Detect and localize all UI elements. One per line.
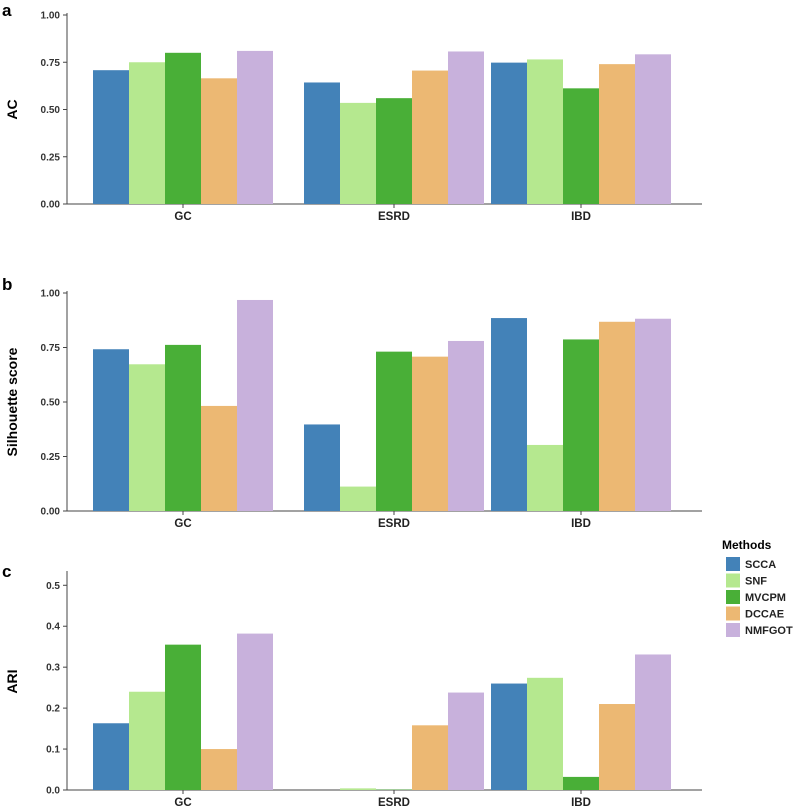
bar-c-ibd-snf: [527, 677, 563, 790]
y-tick-label-c: 0.4: [46, 622, 60, 633]
bar-a-gc-nmfgot: [237, 50, 273, 204]
bar-a-gc-dccae: [201, 78, 237, 204]
bar-c-gc-mvcpm: [165, 644, 201, 790]
bar-b-esrd-snf: [340, 486, 376, 511]
legend-swatch-mvcpm: [726, 590, 740, 604]
bar-c-gc-dccae: [201, 749, 237, 790]
y-tick-label-a: 1.00: [41, 11, 61, 22]
y-tick-label-c: 0.1: [46, 745, 60, 756]
bar-a-gc-mvcpm: [165, 52, 201, 204]
y-tick-label-c: 0.3: [46, 663, 60, 674]
bar-a-gc-snf: [129, 62, 165, 204]
bar-a-ibd-snf: [527, 59, 563, 204]
legend-swatch-nmfgot: [726, 623, 740, 637]
bar-b-esrd-dccae: [412, 356, 448, 511]
y-tick-label-a: 0.50: [41, 105, 61, 116]
bar-a-ibd-scca: [491, 62, 527, 205]
legend-label-scca: SCCA: [745, 559, 776, 571]
x-tick-label-c-ibd: IBD: [571, 797, 591, 809]
legend-label-snf: SNF: [745, 576, 767, 588]
bar-a-ibd-dccae: [599, 64, 635, 204]
bar-b-esrd-scca: [304, 424, 340, 511]
bar-b-esrd-nmfgot: [448, 340, 484, 511]
panel-b: b Silhouette score 0.00 0.25 0.50 0.75 1.00 GC E…: [2, 275, 702, 530]
bar-c-esrd-snf: [340, 788, 376, 790]
bar-b-gc-snf: [129, 364, 165, 511]
legend-label-mvcpm: MVCPM: [745, 592, 786, 604]
bar-b-gc-nmfgot: [237, 299, 273, 511]
x-tick-label-b-ibd: IBD: [571, 518, 591, 530]
y-tick-label-a: 0.00: [41, 200, 61, 211]
panel-a: a AC 0.00 0.25 0.50 0.75 1.00 GC ESRD IBD: [2, 1, 702, 223]
bar-c-esrd-dccae: [412, 725, 448, 790]
bar-c-ibd-dccae: [599, 704, 635, 790]
x-tick-label-b-esrd: ESRD: [378, 518, 410, 530]
bar-b-gc-dccae: [201, 405, 237, 511]
bar-c-gc-nmfgot: [237, 633, 273, 790]
x-tick-label-b-gc: GC: [174, 518, 191, 530]
legend-label-nmfgot: NMFGOT: [745, 625, 793, 637]
legend-swatch-scca: [726, 557, 740, 571]
bar-c-ibd-scca: [491, 683, 527, 790]
panel-label-a: a: [2, 1, 12, 20]
bar-a-ibd-nmfgot: [635, 54, 671, 205]
bar-a-esrd-scca: [304, 82, 340, 204]
bar-a-esrd-mvcpm: [376, 98, 412, 204]
panel-label-b: b: [2, 275, 12, 294]
bar-a-ibd-mvcpm: [563, 88, 599, 204]
bar-b-gc-mvcpm: [165, 344, 201, 511]
bar-b-ibd-snf: [527, 444, 563, 511]
y-axis-title-a: AC: [4, 99, 20, 119]
legend-label-dccae: DCCAE: [745, 609, 784, 621]
y-tick-label-c: 0.5: [46, 581, 60, 592]
bar-b-ibd-nmfgot: [635, 318, 671, 511]
panels-group: a AC 0.00 0.25 0.50 0.75 1.00 GC ESRD IBD b Silhoue…: [2, 1, 702, 809]
y-tick-label-b: 0.50: [41, 398, 61, 409]
x-tick-label-a-gc: GC: [174, 211, 191, 223]
legend-swatch-dccae: [726, 606, 740, 621]
y-tick-label-b: 0.75: [41, 343, 61, 354]
bar-a-esrd-dccae: [412, 70, 448, 204]
x-tick-label-a-esrd: ESRD: [378, 211, 410, 223]
bar-a-esrd-nmfgot: [448, 51, 484, 204]
bar-b-esrd-mvcpm: [376, 351, 412, 511]
bar-c-esrd-nmfgot: [448, 692, 484, 790]
panel-label-c: c: [2, 562, 11, 581]
bar-c-ibd-mvcpm: [563, 776, 599, 790]
bar-c-ibd-nmfgot: [635, 654, 671, 790]
x-tick-label-c-gc: GC: [174, 797, 191, 809]
y-axis-title-b: Silhouette score: [4, 347, 20, 456]
legend: Methods SCCA SNF MVCPM DCCAE NMFGOT: [722, 538, 793, 637]
y-tick-label-b: 0.00: [41, 507, 61, 518]
x-tick-label-a-ibd: IBD: [571, 211, 591, 223]
bar-c-gc-snf: [129, 691, 165, 790]
panel-c: c ARI 0.0 0.1 0.2 0.3 0.4 0.5 GC ESRD IBD: [2, 562, 702, 809]
bar-b-ibd-scca: [491, 318, 527, 511]
bar-b-ibd-mvcpm: [563, 339, 599, 511]
bar-b-gc-scca: [93, 349, 129, 511]
bar-b-ibd-dccae: [599, 321, 635, 511]
bar-c-gc-scca: [93, 723, 129, 790]
legend-swatch-snf: [726, 573, 740, 588]
y-tick-label-a: 0.75: [41, 58, 61, 69]
y-tick-label-b: 1.00: [41, 289, 61, 300]
y-tick-label-c: 0.0: [46, 786, 60, 797]
bar-a-gc-scca: [93, 70, 129, 204]
x-tick-label-c-esrd: ESRD: [378, 797, 410, 809]
bar-a-esrd-snf: [340, 102, 376, 204]
y-tick-label-b: 0.25: [41, 452, 61, 463]
y-tick-label-c: 0.2: [46, 704, 60, 715]
y-tick-label-a: 0.25: [41, 152, 61, 163]
y-axis-title-c: ARI: [4, 669, 20, 693]
legend-title: Methods: [722, 538, 772, 552]
